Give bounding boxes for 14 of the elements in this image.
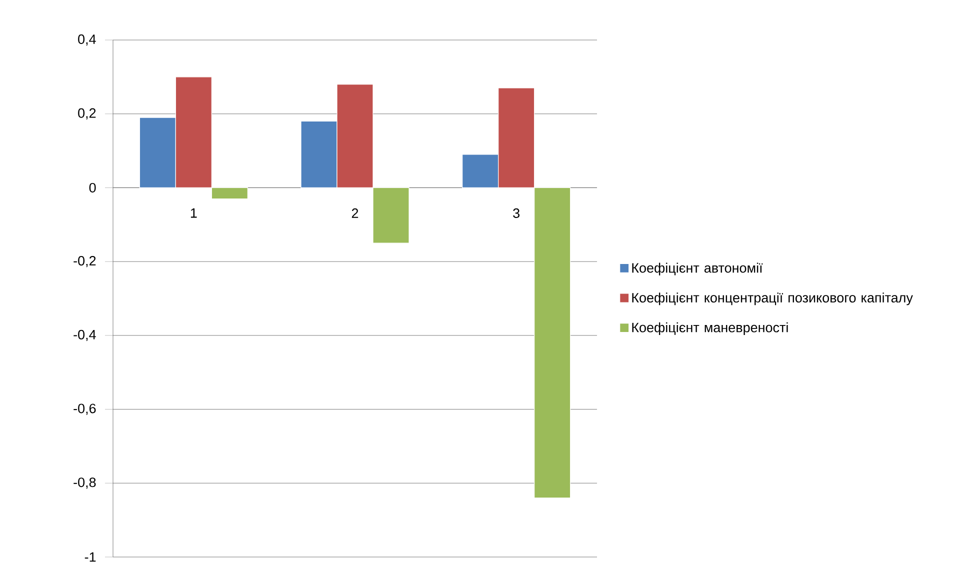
x-tick-label: 3 [513,208,520,218]
legend-label: Коефіцієнт маневреності [632,322,788,335]
y-tick-label: 0 [89,182,96,192]
y-tick-label: 0,2 [78,108,96,120]
y-tick-label: -0,6 [74,404,96,415]
legend-label: Коефіцієнт автономії [632,262,763,276]
y-tick-label: -0,8 [74,478,96,489]
x-tick-label: 1 [190,208,197,218]
x-tick-label: 2 [352,208,358,218]
y-tick-label: -0,2 [74,256,96,268]
legend-label: Коефіцієнт концентрації позикового капіталу [632,292,913,306]
y-tick-label: 0,4 [78,34,96,46]
y-tick-label: -0,4 [74,330,96,342]
y-tick-label: -1 [84,552,96,562]
